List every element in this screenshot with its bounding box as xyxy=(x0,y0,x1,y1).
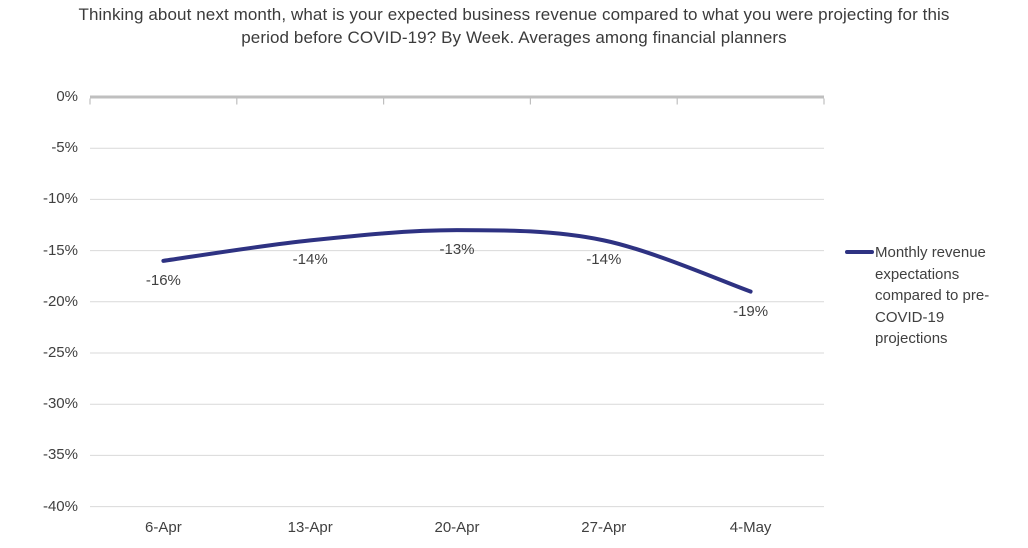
data-point-label: -14% xyxy=(586,251,622,269)
legend-line-swatch xyxy=(845,250,874,254)
data-point-label: -14% xyxy=(292,251,328,269)
chart-title-line2: period before COVID-19? By Week. Average… xyxy=(241,28,787,47)
y-axis-tick-label: -30% xyxy=(42,395,78,413)
y-axis-tick-label: -25% xyxy=(42,344,78,361)
y-axis-tick-label: -5% xyxy=(51,139,78,157)
y-axis-tick-label: -10% xyxy=(42,190,78,208)
y-axis-tick-label: 0% xyxy=(56,88,78,105)
data-point-label: -13% xyxy=(439,241,475,259)
chart-title: Thinking about next month, what is your … xyxy=(0,3,1028,49)
data-point-label: -19% xyxy=(733,302,769,320)
y-axis-tick-label: -15% xyxy=(42,241,78,259)
series-line xyxy=(161,228,753,294)
chart-title-line1: Thinking about next month, what is your … xyxy=(78,5,950,24)
x-axis-tick-label: 6-Apr xyxy=(145,519,182,536)
legend-label: Monthly revenue expectations compared to… xyxy=(875,244,990,347)
x-axis-tick-label: 4-May xyxy=(729,519,772,536)
y-axis-tick-label: -35% xyxy=(42,446,78,464)
x-axis-tick-label: 27-Apr xyxy=(581,519,627,536)
x-axis-tick-label: 20-Apr xyxy=(434,519,480,536)
legend: Monthly revenue expectations compared to… xyxy=(845,242,997,350)
x-axis-tick-label: 13-Apr xyxy=(287,519,333,536)
y-axis-tick-label: -20% xyxy=(42,292,78,310)
y-axis-tick-label: -40% xyxy=(42,497,78,515)
data-point-label: -16% xyxy=(145,271,181,289)
